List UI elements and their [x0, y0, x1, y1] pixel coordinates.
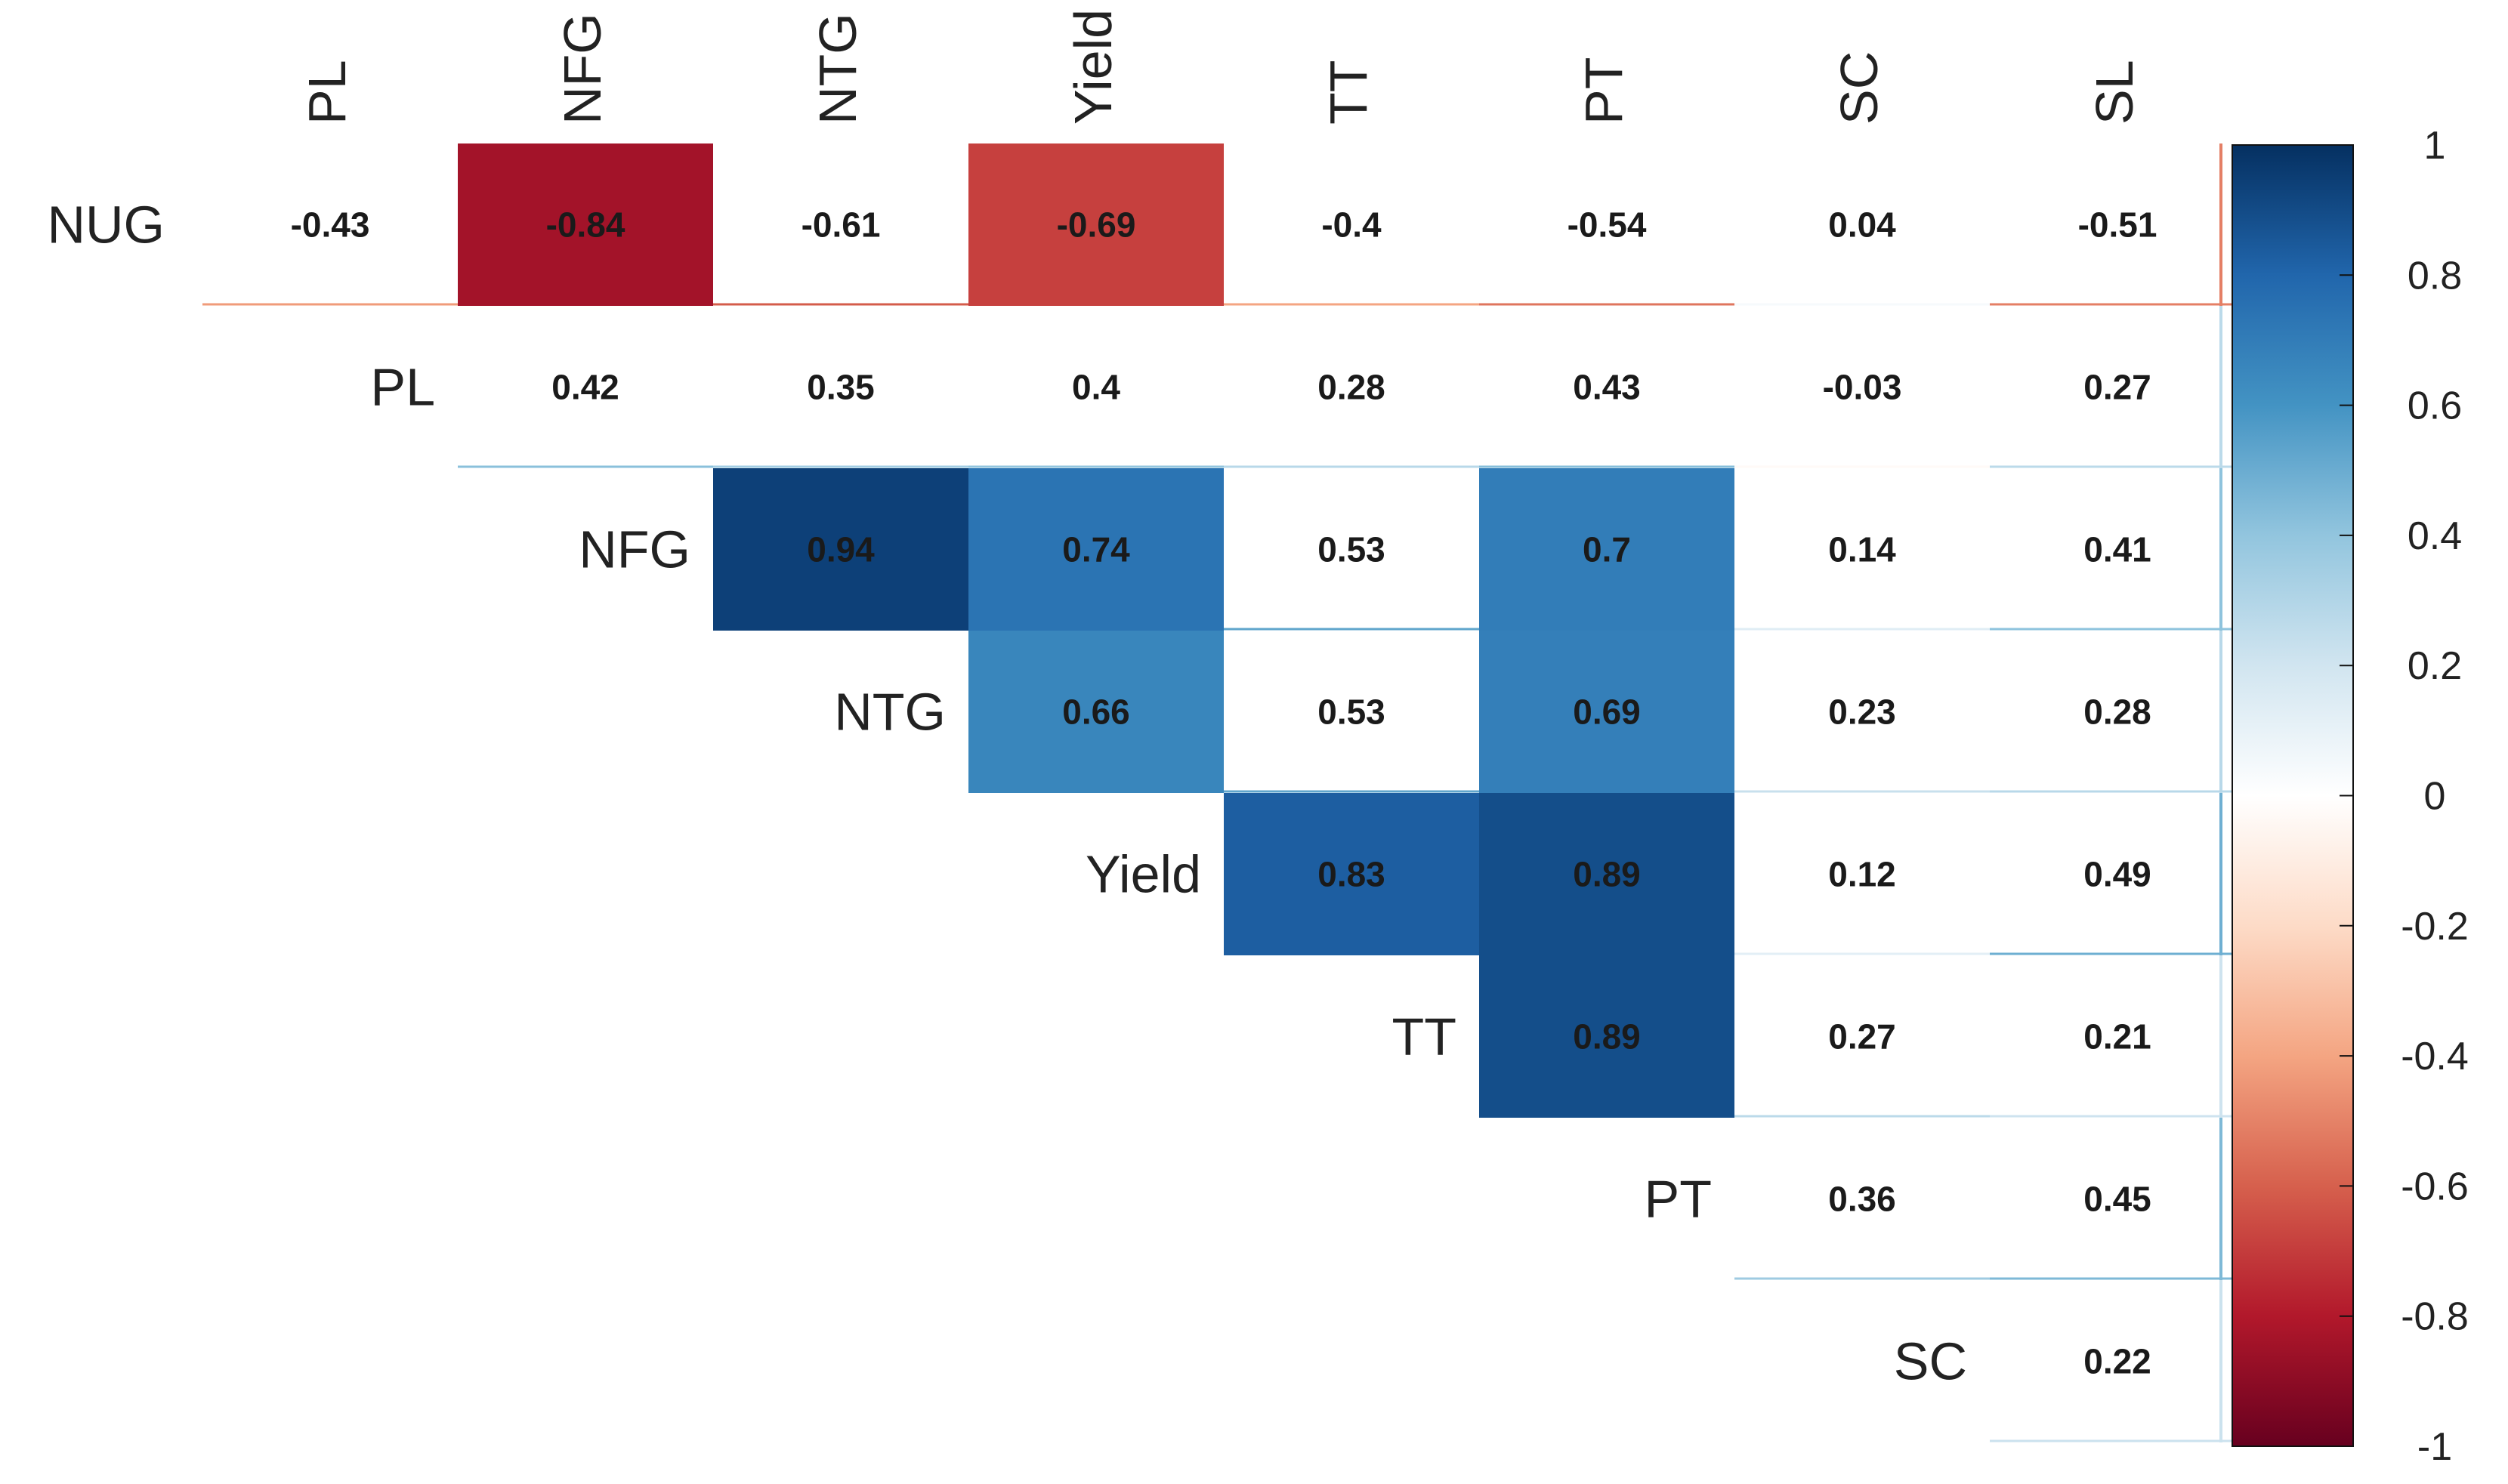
coef-nug-sl: -0.51 [2078, 205, 2157, 245]
colorbar-tick-label: 0.4 [2408, 514, 2462, 558]
coef-pl-yield: 0.4 [1072, 368, 1120, 407]
colorbar-tick-label: 0.8 [2408, 254, 2462, 298]
col-label-ntg: NTG [808, 13, 867, 125]
coef-nug-yield: -0.69 [1057, 205, 1136, 245]
coef-ntg-pt: 0.69 [1573, 693, 1641, 732]
colorbar: 1 0.8 0.6 0.4 0.2 0 -0.2 -0.4 -0.6 -0.8 -1 [2219, 124, 2469, 1469]
colorbar-gradient [2232, 144, 2354, 1447]
coef-pt-sc: 0.36 [1828, 1180, 1896, 1219]
colorbar-tick-label: -0.2 [2401, 905, 2469, 949]
coef-nfg-tt: 0.53 [1317, 530, 1385, 569]
cell-ntg-yield [968, 631, 1224, 793]
coef-yield-sl: 0.49 [2083, 855, 2151, 894]
cell-ntg-pt [1479, 631, 1734, 793]
coef-pl-ntg: 0.35 [807, 368, 875, 407]
cell-yield-pt [1479, 793, 1734, 955]
cell-yield-tt [1224, 793, 1479, 955]
coef-pt-sl: 0.45 [2083, 1180, 2151, 1219]
coef-nug-ntg: -0.61 [802, 205, 881, 245]
row-label-nug: NUG [47, 196, 165, 255]
coef-nfg-yield: 0.74 [1062, 530, 1130, 569]
row-label-nfg: NFG [579, 520, 690, 579]
coef-nfg-sl: 0.41 [2083, 530, 2151, 569]
coef-pl-sl: 0.27 [2083, 368, 2151, 407]
colorbar-tick-label: 0 [2424, 775, 2446, 819]
cell-tt-pt [1479, 955, 1734, 1118]
coefficients-layer: -0.43 -0.84 -0.61 -0.69 -0.4 -0.54 0.04 -0.51 0.… [291, 205, 2157, 1381]
row-label-tt: TT [1391, 1007, 1456, 1066]
colorbar-tick-label: -0.6 [2401, 1165, 2469, 1208]
coef-pl-tt: 0.28 [1317, 368, 1385, 407]
coef-pl-nfg: 0.42 [551, 368, 619, 407]
coef-ntg-sl: 0.28 [2083, 693, 2151, 732]
col-label-pt: PT [1574, 57, 1633, 125]
coef-ntg-yield: 0.66 [1062, 693, 1130, 732]
coef-nfg-ntg: 0.94 [807, 530, 875, 569]
coef-tt-sl: 0.21 [2083, 1017, 2151, 1057]
coef-yield-pt: 0.89 [1573, 855, 1641, 894]
colorbar-tick-label: -1 [2417, 1425, 2452, 1469]
row-label-ntg: NTG [834, 683, 946, 742]
col-label-sc: SC [1830, 51, 1889, 125]
cells-layer [202, 143, 2245, 1442]
coef-ntg-tt: 0.53 [1317, 693, 1385, 732]
colorbar-tick-label: -0.4 [2401, 1035, 2469, 1078]
coef-yield-tt: 0.83 [1317, 855, 1385, 894]
coef-yield-sc: 0.12 [1828, 855, 1896, 894]
coef-tt-pt: 0.89 [1573, 1017, 1641, 1057]
coef-nug-tt: -0.4 [1321, 205, 1382, 245]
coef-nug-sc: 0.04 [1828, 205, 1896, 245]
coef-tt-sc: 0.27 [1828, 1017, 1896, 1057]
colorbar-tick-label: 1 [2424, 124, 2446, 168]
row-label-pt: PT [1645, 1170, 1712, 1229]
cell-nug-yield [968, 143, 1224, 306]
coef-pl-pt: 0.43 [1573, 368, 1641, 407]
colorbar-tick-label: -0.8 [2401, 1295, 2469, 1339]
coef-nug-pt: -0.54 [1568, 205, 1647, 245]
coef-nug-pl: -0.43 [291, 205, 370, 245]
col-label-tt: TT [1319, 60, 1378, 125]
coef-nfg-sc: 0.14 [1828, 530, 1896, 569]
col-label-sl: SL [2085, 60, 2144, 125]
col-label-nfg: NFG [553, 13, 612, 125]
cell-nfg-pt [1479, 468, 1734, 631]
row-label-yield: Yield [1086, 845, 1201, 904]
col-label-pl: PL [298, 60, 357, 125]
cell-nug-nfg [458, 143, 713, 306]
row-label-pl: PL [370, 358, 435, 417]
cell-nfg-ntg [713, 468, 968, 631]
coef-nug-nfg: -0.84 [546, 205, 625, 245]
coef-pl-sc: -0.03 [1823, 368, 1902, 407]
colorbar-tick-label: 0.6 [2408, 384, 2462, 428]
coef-ntg-sc: 0.23 [1828, 693, 1896, 732]
coef-nfg-pt: 0.7 [1583, 530, 1631, 569]
colorbar-tick-label: 0.2 [2408, 644, 2462, 688]
col-label-yield: Yield [1064, 9, 1123, 125]
coef-sc-sl: 0.22 [2083, 1342, 2151, 1381]
row-label-sc: SC [1894, 1332, 1967, 1391]
labels-layer: PL NFG NTG Yield TT PT SC SL NUG PL NFG NTG Yield TT P… [47, 9, 2144, 1391]
cell-nfg-yield [968, 468, 1224, 631]
